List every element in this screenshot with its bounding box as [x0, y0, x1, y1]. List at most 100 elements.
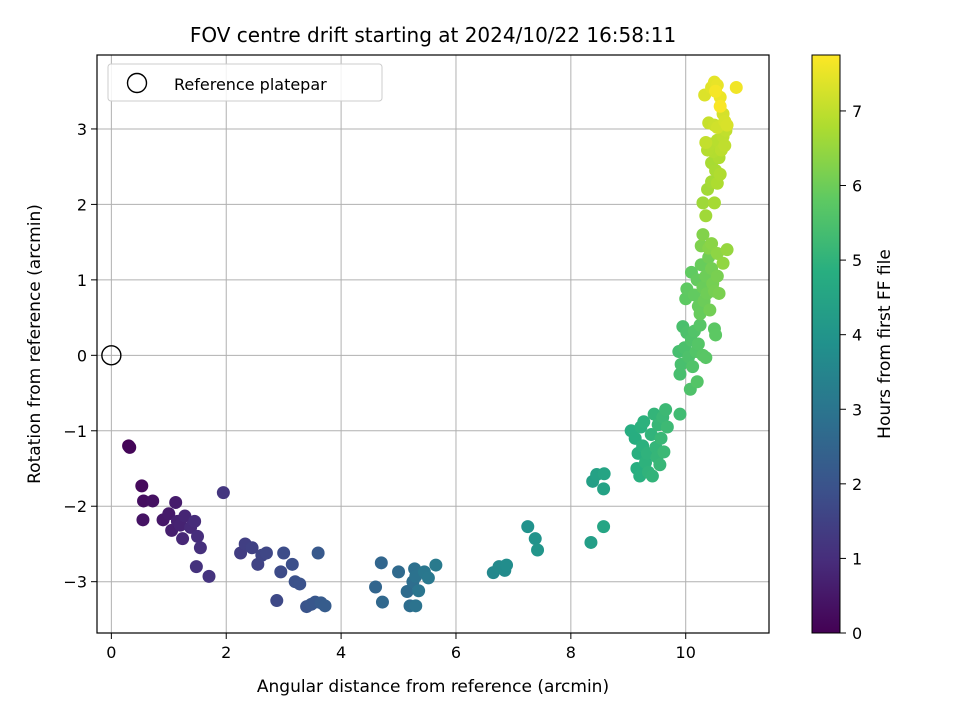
data-point: [693, 307, 707, 321]
data-point: [644, 428, 658, 442]
data-point: [716, 256, 730, 270]
x-axis-label: Angular distance from reference (arcmin): [257, 677, 609, 697]
data-point: [245, 541, 259, 555]
data-point: [709, 328, 723, 342]
data-point: [193, 541, 207, 555]
data-point: [703, 303, 717, 317]
colorbar-gradient: [812, 55, 840, 633]
x-tick-label: 10: [676, 643, 696, 662]
data-point: [374, 556, 388, 570]
data-point: [597, 482, 611, 496]
data-point: [691, 337, 705, 351]
x-tick-label: 8: [566, 643, 576, 662]
data-point: [696, 196, 710, 210]
colorbar-tick-label: 0: [852, 624, 862, 643]
x-tick-label: 6: [451, 643, 461, 662]
data-point: [645, 469, 659, 483]
data-point: [137, 494, 151, 508]
data-point: [176, 532, 190, 546]
data-point: [369, 580, 383, 594]
colorbar-tick-label: 5: [852, 251, 862, 270]
data-point: [637, 415, 651, 429]
data-point: [293, 577, 307, 591]
data-point: [135, 479, 149, 493]
data-point: [409, 599, 423, 613]
data-point: [123, 440, 137, 454]
data-point: [421, 571, 435, 585]
data-point: [705, 237, 719, 251]
x-tick-label: 0: [106, 643, 116, 662]
y-tick-label: −3: [63, 573, 87, 592]
data-point: [136, 513, 150, 527]
data-point: [699, 351, 713, 365]
data-point: [729, 80, 743, 94]
data-point: [274, 565, 288, 579]
y-tick-label: 3: [77, 120, 87, 139]
data-point: [400, 584, 414, 598]
data-point: [686, 360, 700, 374]
data-point: [277, 546, 291, 560]
colorbar-frame: [811, 54, 841, 634]
data-point: [654, 431, 668, 445]
data-point: [500, 558, 514, 572]
colorbar-tick-label: 2: [852, 475, 862, 494]
data-point: [710, 269, 724, 283]
data-point: [696, 228, 710, 242]
y-tick-label: 0: [77, 346, 87, 365]
reference-marker-group: [101, 345, 122, 366]
data-point: [584, 535, 598, 549]
data-point: [687, 288, 701, 302]
data-point: [392, 565, 406, 579]
data-point: [712, 286, 726, 300]
reference-platepar-marker: [101, 345, 122, 366]
colorbar-tick-label: 4: [852, 326, 862, 345]
data-point: [528, 532, 542, 546]
legend-box: [107, 63, 383, 102]
colorbar-tick-label: 7: [852, 102, 862, 121]
chart-title: FOV centre drift starting at 2024/10/22 …: [190, 23, 676, 47]
x-tick-label: 4: [336, 643, 346, 662]
data-point: [720, 118, 734, 132]
colorbar-ticks: 0 1 2 3 4 5 6 7: [840, 102, 862, 643]
colorbar-tick-label: 1: [852, 549, 862, 568]
y-tick-label: −1: [63, 422, 87, 441]
data-point: [718, 139, 732, 153]
data-point: [713, 99, 727, 113]
data-point: [720, 243, 734, 257]
data-point: [318, 599, 332, 613]
data-point: [285, 557, 299, 571]
data-point: [188, 514, 202, 528]
data-point: [693, 318, 707, 332]
data-point: [660, 420, 674, 434]
y-axis-label: Rotation from reference (arcmin): [25, 204, 45, 484]
legend-label: Reference platepar: [174, 75, 327, 94]
data-point: [531, 543, 545, 557]
y-tick-label: 2: [77, 195, 87, 214]
data-point: [707, 196, 721, 210]
plot-frame: [96, 54, 770, 634]
data-point: [412, 584, 426, 598]
data-point: [375, 595, 389, 609]
data-point: [270, 594, 284, 608]
data-point: [191, 529, 205, 543]
colorbar-label: Hours from first FF file: [875, 249, 895, 439]
data-points: [122, 75, 743, 614]
data-point: [216, 486, 230, 500]
data-point: [146, 494, 160, 508]
colorbar: 0 1 2 3 4 5 6 7 Hours from first FF file: [811, 54, 895, 643]
colorbar-tick-label: 3: [852, 400, 862, 419]
data-point: [162, 507, 176, 521]
data-point: [521, 520, 535, 534]
data-point: [169, 495, 183, 509]
data-point: [429, 558, 443, 572]
data-point: [659, 403, 673, 417]
data-point: [673, 367, 687, 381]
data-point: [202, 569, 216, 583]
data-point: [699, 209, 713, 223]
data-point: [710, 246, 724, 260]
data-point: [597, 467, 611, 481]
data-point: [673, 407, 687, 421]
data-point: [259, 546, 273, 560]
data-point: [189, 560, 203, 574]
